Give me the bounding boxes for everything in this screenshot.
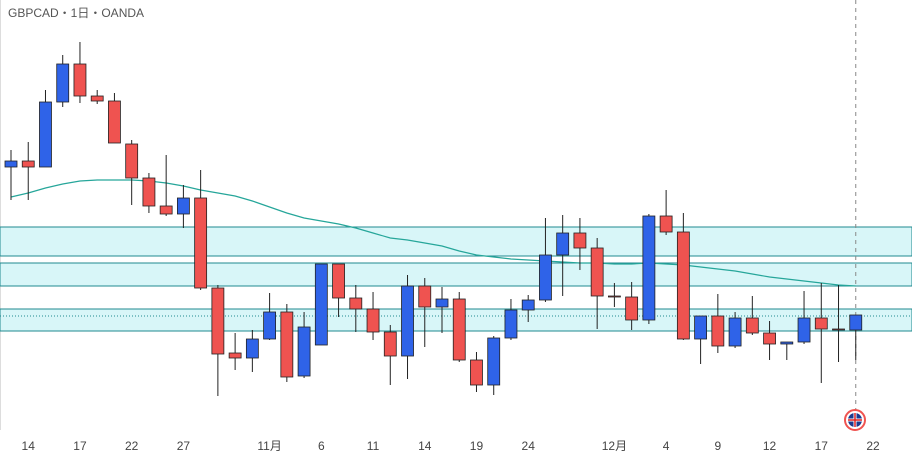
candle-body xyxy=(780,341,794,345)
candle-body xyxy=(314,263,328,346)
candle-body xyxy=(125,143,139,179)
candle-body xyxy=(4,160,18,168)
candle-body xyxy=(728,317,742,347)
candle-body xyxy=(814,317,828,330)
candle-body xyxy=(676,231,690,340)
x-tick-label: 22 xyxy=(866,439,880,453)
candle-body xyxy=(418,285,432,308)
candle-body xyxy=(21,160,35,168)
candle-body xyxy=(176,197,190,215)
candle-body xyxy=(194,197,208,289)
x-tick-label: 12 xyxy=(763,439,777,453)
x-tick-label: 14 xyxy=(22,439,36,453)
candle-body xyxy=(470,359,483,386)
x-tick-label: 24 xyxy=(522,439,536,453)
candle-body xyxy=(383,331,397,357)
zone xyxy=(0,226,912,257)
zone xyxy=(0,262,912,287)
x-tick-label: 11月 xyxy=(257,439,281,453)
candle-body xyxy=(694,315,707,340)
candle-body xyxy=(211,287,225,355)
candle-body xyxy=(228,352,242,359)
candle-body xyxy=(849,314,863,331)
candle-body xyxy=(711,315,725,347)
x-tick-label: 17 xyxy=(815,439,829,453)
x-tick-label: 4 xyxy=(663,439,670,453)
candle-body xyxy=(56,63,70,103)
candle-body xyxy=(401,285,414,357)
candle-body xyxy=(39,101,52,168)
candle-body xyxy=(159,205,173,215)
candle-body xyxy=(263,311,277,340)
candle-body xyxy=(366,308,380,333)
x-tick-label: 19 xyxy=(470,439,484,453)
candle-body xyxy=(73,63,87,97)
x-tick-label: 11 xyxy=(367,439,380,453)
x-tick-label: 22 xyxy=(125,439,139,453)
candle-body xyxy=(590,247,604,297)
x-tick-label: 6 xyxy=(318,439,325,453)
candle-body xyxy=(245,338,259,359)
candle-body xyxy=(142,177,156,207)
candle-body xyxy=(349,297,363,310)
chart-title: GBPCAD・1日・OANDA xyxy=(8,6,144,20)
candle-body xyxy=(659,215,673,233)
candle-body xyxy=(608,295,621,298)
candle-body xyxy=(332,263,345,299)
candle-body xyxy=(642,215,656,321)
candle-body xyxy=(504,309,518,339)
x-tick-label: 14 xyxy=(418,439,432,453)
candle-body xyxy=(280,311,294,378)
candle-body xyxy=(435,298,449,308)
candle-body xyxy=(745,317,759,334)
candle-body xyxy=(108,100,121,144)
flag-icon xyxy=(844,409,866,431)
candle-body xyxy=(832,328,845,331)
candle-body xyxy=(573,232,587,249)
x-tick-label: 12月 xyxy=(602,439,627,453)
candle-body xyxy=(556,232,570,256)
candle-body xyxy=(452,298,466,361)
candle-body xyxy=(521,299,535,311)
candle-body xyxy=(763,332,776,345)
x-tick-label: 27 xyxy=(177,439,191,453)
candle-body xyxy=(90,95,104,102)
x-tick-label: 17 xyxy=(73,439,87,453)
candle-body xyxy=(539,254,552,301)
candle-body xyxy=(797,317,811,343)
x-tick-label: 9 xyxy=(714,439,721,453)
candle-body xyxy=(297,326,311,377)
candle-body xyxy=(625,296,639,321)
candle-body xyxy=(487,337,501,386)
